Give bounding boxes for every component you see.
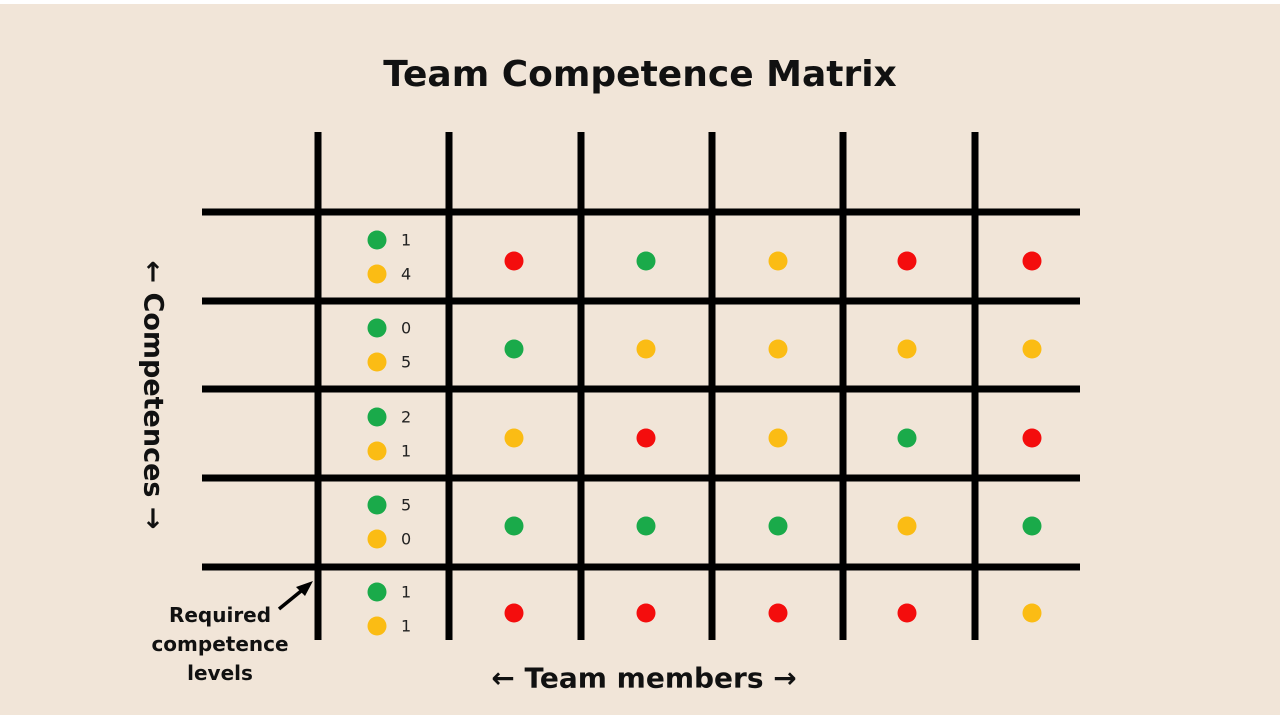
slide: Team Competence Matrix 1 4 0 5 2 1 5 0 1 1 ← Comp… (0, 4, 1280, 715)
competences-axis-label: ← Competences → (137, 260, 169, 530)
red-dot-icon (1022, 428, 1042, 448)
required-green-icon (367, 407, 387, 427)
required-yellow-icon (367, 616, 387, 636)
required-green-count: 2 (401, 408, 411, 427)
red-dot-icon (897, 251, 917, 271)
competence-matrix: 1 4 0 5 2 1 5 0 1 1 (202, 132, 1080, 640)
yellow-dot-icon (897, 339, 917, 359)
required-yellow-icon (367, 441, 387, 461)
red-dot-icon (504, 603, 524, 623)
team-members-axis-label: ← Team members → (491, 661, 797, 695)
yellow-dot-icon (768, 339, 788, 359)
required-yellow-icon (367, 352, 387, 372)
green-dot-icon (768, 516, 788, 536)
green-dot-icon (1022, 516, 1042, 536)
required-green-count: 5 (401, 496, 411, 515)
green-dot-icon (636, 516, 656, 536)
yellow-dot-icon (897, 516, 917, 536)
required-yellow-icon (367, 264, 387, 284)
required-yellow-count: 5 (401, 353, 411, 372)
required-yellow-count: 1 (401, 617, 411, 636)
green-dot-icon (897, 428, 917, 448)
required-yellow-icon (367, 529, 387, 549)
required-label-line: competence (151, 632, 289, 656)
required-label-line: Required (168, 603, 272, 627)
yellow-dot-icon (1022, 339, 1042, 359)
required-yellow-count: 4 (401, 265, 411, 284)
green-dot-icon (636, 251, 656, 271)
page-title: Team Competence Matrix (383, 54, 897, 95)
required-green-icon (367, 318, 387, 338)
required-green-count: 1 (401, 583, 411, 602)
required-green-icon (367, 230, 387, 250)
required-green-icon (367, 582, 387, 602)
red-dot-icon (897, 603, 917, 623)
required-levels-label: Required competence levels (140, 601, 300, 688)
required-yellow-count: 0 (401, 530, 411, 549)
red-dot-icon (504, 251, 524, 271)
red-dot-icon (768, 603, 788, 623)
yellow-dot-icon (1022, 603, 1042, 623)
red-dot-icon (636, 603, 656, 623)
pointer-arrowhead-icon (296, 581, 313, 596)
required-yellow-count: 1 (401, 442, 411, 461)
yellow-dot-icon (768, 251, 788, 271)
yellow-dot-icon (768, 428, 788, 448)
red-dot-icon (636, 428, 656, 448)
red-dot-icon (1022, 251, 1042, 271)
required-green-icon (367, 495, 387, 515)
required-label-line: levels (187, 661, 253, 685)
green-dot-icon (504, 516, 524, 536)
yellow-dot-icon (636, 339, 656, 359)
green-dot-icon (504, 339, 524, 359)
yellow-dot-icon (504, 428, 524, 448)
required-green-count: 0 (401, 319, 411, 338)
required-green-count: 1 (401, 231, 411, 250)
